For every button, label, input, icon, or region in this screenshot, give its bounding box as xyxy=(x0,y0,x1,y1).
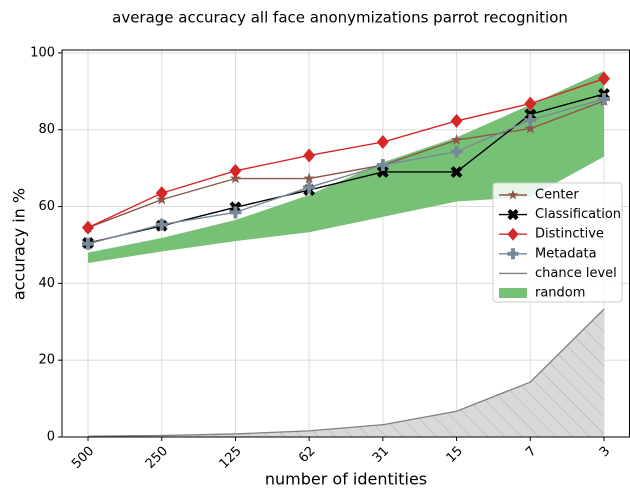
legend-label: Classification xyxy=(535,207,621,222)
x-tick-label: 62 xyxy=(296,444,318,466)
marker xyxy=(376,159,389,172)
x-tick-label: 7 xyxy=(523,444,539,460)
marker xyxy=(507,189,519,200)
marker xyxy=(303,181,316,194)
marker xyxy=(82,220,94,235)
random-band xyxy=(88,70,604,264)
x-axis-label: number of identities xyxy=(265,470,427,489)
chart-title: average accuracy all face anonymizations… xyxy=(112,9,568,27)
marker xyxy=(155,218,168,231)
marker xyxy=(507,227,519,241)
marker xyxy=(376,135,389,150)
y-axis-label: accuracy in % xyxy=(10,188,29,300)
x-tick-label: 250 xyxy=(143,444,171,472)
marker xyxy=(598,71,610,86)
series-line xyxy=(87,77,605,229)
marker xyxy=(155,186,168,201)
marker xyxy=(229,172,242,184)
marker xyxy=(524,122,536,134)
y-tick-label: 100 xyxy=(30,45,55,60)
marker xyxy=(450,113,463,128)
marker xyxy=(303,172,315,184)
marker xyxy=(450,134,463,145)
marker xyxy=(450,166,463,178)
legend-label: Center xyxy=(535,188,579,203)
y-tick-label: 20 xyxy=(38,353,55,368)
chance-line xyxy=(87,308,605,437)
y-tick-label: 80 xyxy=(38,122,55,137)
marker xyxy=(598,93,610,106)
series-line xyxy=(87,100,605,229)
x-tick-label: 125 xyxy=(217,444,245,472)
x-tick-label: 500 xyxy=(69,444,97,472)
legend-swatch xyxy=(499,288,527,298)
series-line xyxy=(87,98,605,245)
x-tick-label: 31 xyxy=(370,444,392,466)
x-tick-label: 3 xyxy=(597,444,613,460)
legend-label: random xyxy=(535,286,585,301)
marker xyxy=(82,237,94,250)
chance-hatch xyxy=(88,309,604,437)
marker xyxy=(229,163,242,178)
x-tick-label: 15 xyxy=(444,444,466,466)
marker xyxy=(376,166,389,178)
marker xyxy=(229,206,242,219)
legend-label: Metadata xyxy=(535,246,597,261)
marker xyxy=(450,145,463,158)
legend-box xyxy=(492,182,623,303)
marker xyxy=(507,209,519,221)
marker xyxy=(524,114,537,127)
y-tick-label: 40 xyxy=(38,276,55,291)
y-tick-label: 0 xyxy=(47,430,55,445)
y-tick-label: 60 xyxy=(38,199,55,214)
legend-label: chance level xyxy=(535,266,617,281)
marker xyxy=(303,148,316,163)
legend-label: Distinctive xyxy=(535,227,604,242)
marker xyxy=(507,248,519,260)
marker xyxy=(524,96,537,111)
